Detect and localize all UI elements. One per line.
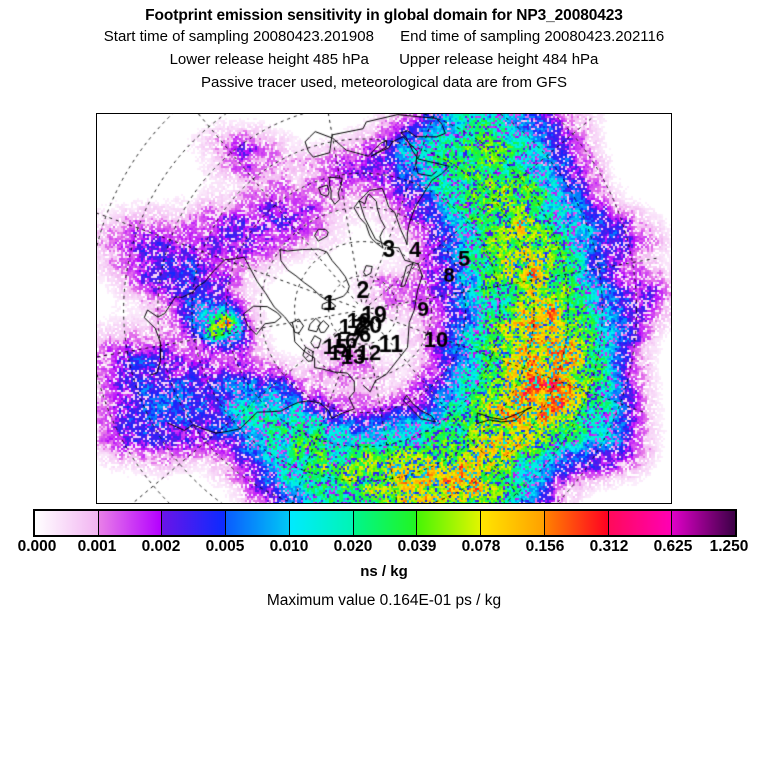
colorbar-band-blue-to-cyan <box>226 511 290 535</box>
colorbar-band-yellow-to-orange <box>481 511 545 535</box>
colorbar-unit-label: ns / kg <box>360 563 408 580</box>
colorbar-tick-8: 0.156 <box>525 538 565 555</box>
upper-release-height-label: Upper release height 484 hPa <box>399 51 599 68</box>
colorbar-container <box>33 509 737 537</box>
colorbar-band-pink-to-darkpurple <box>672 511 736 535</box>
colorbar-tick-labels: 0.000 0.001 0.002 0.005 0.010 0.020 0.039 0.078… <box>0 538 768 558</box>
colorbar-tick-2: 0.002 <box>141 538 181 555</box>
colorbar-tick-3: 0.005 <box>205 538 245 555</box>
colorbar-tick-1: 0.001 <box>77 538 117 555</box>
colorbar-tick-6: 0.039 <box>397 538 437 555</box>
header-block: Footprint emission sensitivity in global… <box>0 0 768 94</box>
colorbar-tick-10: 0.625 <box>653 538 693 555</box>
colorbar-tick-5: 0.020 <box>333 538 373 555</box>
release-height-row: Lower release height 485 hPa Upper relea… <box>0 48 768 71</box>
page-title: Footprint emission sensitivity in global… <box>145 7 623 24</box>
colorbar-band-aqua-to-green <box>353 511 418 535</box>
colorbar-tick-7: 0.078 <box>461 538 501 555</box>
sampling-time-row: Start time of sampling 20080423.201908 E… <box>0 25 768 48</box>
lower-release-height-label: Lower release height 485 hPa <box>169 51 369 68</box>
colorbar-tick-0: 0.000 <box>17 538 57 555</box>
tracer-info-label: Passive tracer used, meteorological data… <box>201 74 567 91</box>
map-plot-area <box>96 113 672 504</box>
colorbar-tick-11: 1.250 <box>709 538 749 555</box>
colorbar-band-cyan-to-aqua <box>289 511 354 535</box>
maximum-value-label: Maximum value 0.164E-01 ps / kg <box>266 592 502 609</box>
end-time-label: End time of sampling 20080423.202116 <box>400 28 665 45</box>
colorbar <box>33 509 737 537</box>
start-time-label: Start time of sampling 20080423.201908 <box>103 28 374 45</box>
colorbar-band-green-to-yellow <box>417 511 482 535</box>
colorbar-band-violet-to-blue <box>162 511 227 535</box>
colorbar-band-orange-to-red <box>544 511 609 535</box>
colorbar-band-white-to-pink <box>35 511 99 535</box>
colorbar-tick-4: 0.010 <box>269 538 309 555</box>
colorbar-band-red-to-pink <box>608 511 673 535</box>
footprint-heatmap-canvas <box>97 114 671 503</box>
colorbar-band-magenta-to-violet <box>98 511 163 535</box>
colorbar-tick-9: 0.312 <box>589 538 629 555</box>
